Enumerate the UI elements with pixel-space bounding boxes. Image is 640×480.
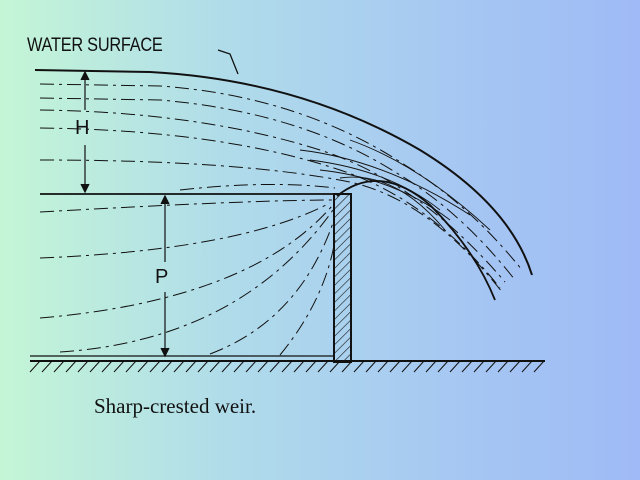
water-surface-label: WATER SURFACE bbox=[27, 35, 163, 56]
surface-leader bbox=[217, 49, 239, 75]
nappe-underside bbox=[336, 180, 496, 301]
nappe-hatching bbox=[299, 139, 491, 231]
weir-plate bbox=[333, 193, 352, 363]
head-label: H bbox=[75, 117, 90, 139]
crest-height-label: P bbox=[155, 266, 169, 288]
streamlines bbox=[39, 83, 523, 356]
crest-height-dimension bbox=[160, 194, 170, 358]
figure-caption: Sharp-crested weir. bbox=[94, 394, 257, 418]
water-surface-line bbox=[34, 69, 533, 276]
head-dimension bbox=[80, 70, 90, 194]
bed-hatching bbox=[29, 360, 545, 373]
